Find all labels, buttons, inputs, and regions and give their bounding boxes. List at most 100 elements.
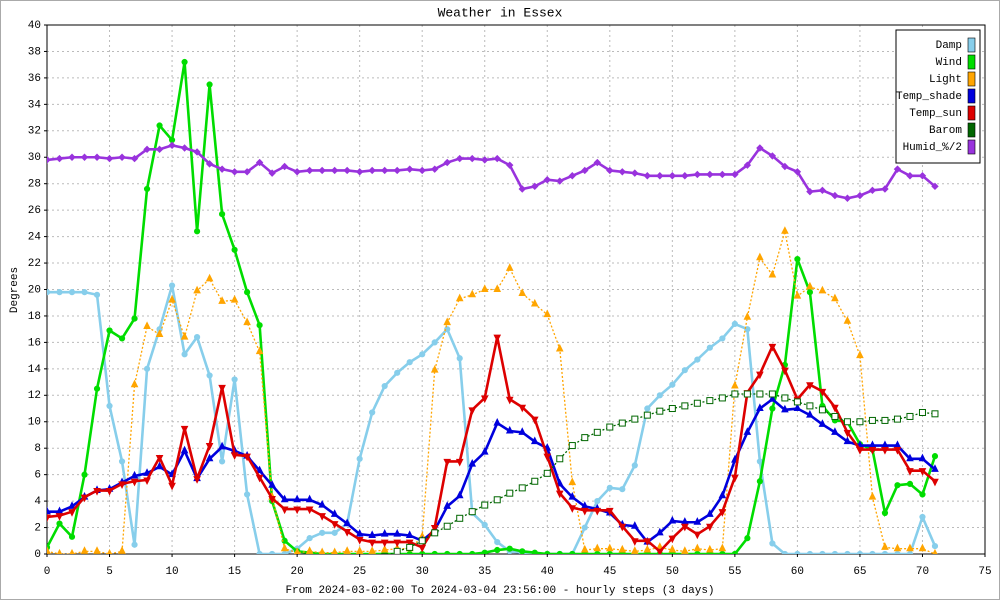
- point: [256, 322, 263, 329]
- point: [218, 384, 226, 393]
- point: [694, 550, 701, 554]
- x-tick-label: 50: [666, 566, 679, 578]
- point: [731, 390, 739, 398]
- point: [318, 166, 326, 175]
- y-tick-label: 18: [28, 311, 41, 323]
- point: [530, 436, 539, 445]
- point: [918, 172, 927, 180]
- point: [355, 529, 364, 537]
- point: [455, 490, 464, 499]
- point: [555, 478, 564, 487]
- point: [906, 453, 914, 462]
- point: [93, 488, 101, 496]
- point: [818, 186, 827, 195]
- point: [93, 546, 101, 554]
- point: [230, 168, 239, 176]
- point: [856, 550, 864, 554]
- point: [656, 527, 664, 536]
- point: [193, 148, 201, 156]
- point: [419, 351, 426, 358]
- point: [355, 168, 364, 176]
- point: [69, 548, 75, 554]
- point: [205, 453, 214, 462]
- point: [931, 542, 939, 550]
- point: [518, 404, 527, 413]
- point: [593, 507, 602, 516]
- point: [731, 170, 739, 179]
- point: [130, 478, 139, 487]
- point: [56, 520, 63, 527]
- point: [255, 158, 264, 167]
- point: [418, 544, 427, 553]
- point: [305, 546, 314, 554]
- point: [193, 228, 201, 235]
- point: [668, 405, 676, 413]
- point: [493, 334, 502, 343]
- point: [243, 317, 251, 326]
- point: [118, 153, 126, 161]
- point: [906, 550, 914, 554]
- point: [481, 549, 488, 554]
- point: [881, 542, 889, 550]
- point: [706, 523, 714, 532]
- point: [844, 550, 851, 554]
- point: [431, 529, 439, 537]
- point: [280, 494, 289, 503]
- point: [369, 409, 376, 416]
- point: [893, 165, 902, 173]
- point: [569, 550, 576, 554]
- point: [118, 481, 126, 490]
- point: [81, 471, 88, 478]
- point: [919, 491, 926, 498]
- point: [255, 474, 264, 483]
- point: [130, 379, 139, 388]
- point: [718, 490, 727, 499]
- point: [468, 508, 476, 516]
- point: [931, 478, 939, 487]
- y-tick-label: 10: [28, 417, 41, 429]
- point: [405, 539, 414, 548]
- point: [305, 494, 314, 503]
- legend-label: Damp: [936, 40, 962, 52]
- point: [468, 154, 476, 163]
- point: [356, 455, 363, 462]
- point: [919, 513, 926, 521]
- x-tick-label: 25: [353, 566, 366, 578]
- point: [155, 145, 164, 154]
- point: [331, 529, 338, 536]
- point: [231, 376, 238, 383]
- point: [281, 537, 288, 544]
- point: [656, 548, 664, 554]
- point: [668, 172, 677, 180]
- point: [481, 501, 489, 509]
- legend-swatch: [967, 139, 976, 155]
- point: [719, 335, 726, 342]
- point: [681, 546, 689, 554]
- point: [806, 281, 814, 290]
- point: [443, 458, 452, 467]
- point: [831, 412, 839, 420]
- point: [455, 458, 464, 467]
- point: [580, 507, 589, 516]
- point: [843, 418, 851, 426]
- plot-area: [47, 58, 939, 554]
- point: [631, 521, 639, 529]
- point: [168, 282, 176, 289]
- series-line: [47, 336, 936, 554]
- point: [681, 402, 689, 410]
- x-tick-label: 60: [791, 566, 804, 578]
- point: [831, 427, 839, 435]
- point: [843, 316, 852, 324]
- point: [868, 447, 877, 455]
- point: [406, 543, 414, 551]
- point: [444, 550, 451, 554]
- point: [568, 442, 576, 450]
- point: [206, 372, 213, 379]
- series-line: [47, 61, 937, 554]
- point: [456, 355, 463, 362]
- point: [480, 284, 489, 292]
- point: [894, 482, 901, 489]
- y-tick-label: 38: [28, 46, 41, 58]
